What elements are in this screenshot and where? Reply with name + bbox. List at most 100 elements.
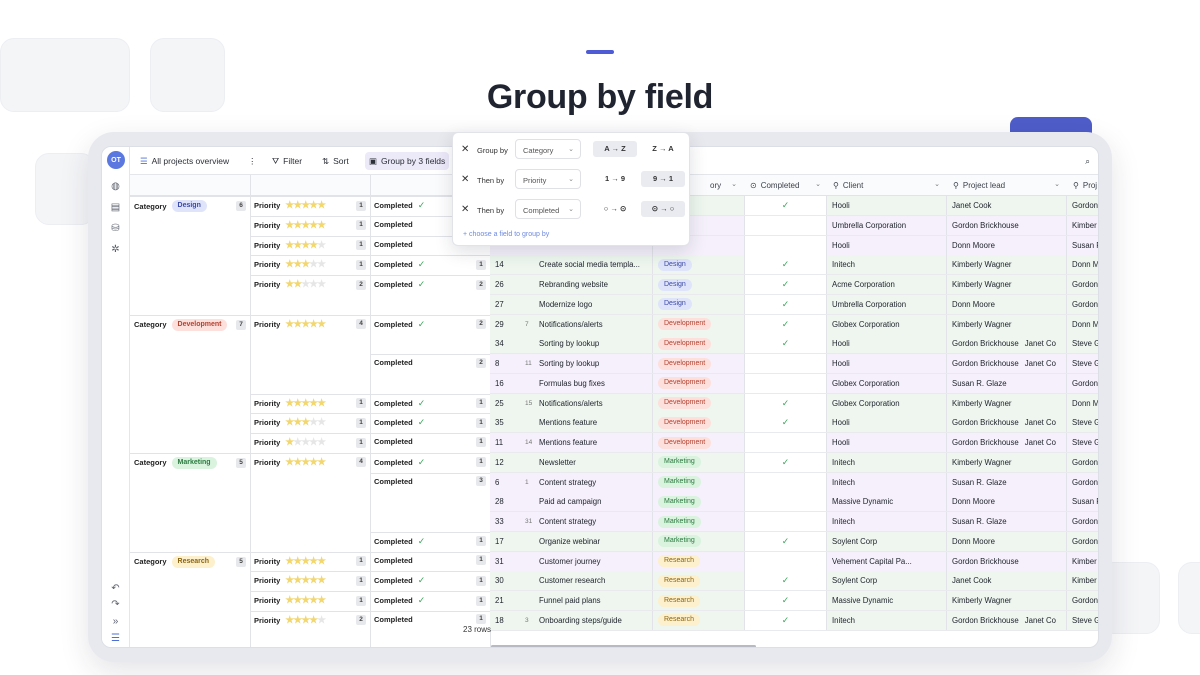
row-client[interactable]: Hooli [826,354,946,373]
more-button[interactable]: ⋮ [244,152,261,170]
row-category[interactable]: Design [652,255,742,275]
table-row[interactable]: 26 Rebranding website Design ✓ Acme Corporat… [490,275,1098,295]
completed-group[interactable]: Completed [374,220,486,229]
category-group[interactable]: Category Development 7 [134,318,246,331]
row-project[interactable]: Kimber [1066,551,1098,571]
row-completed[interactable]: ✓ [744,196,826,215]
row-project-lead[interactable]: Donn Moore [946,235,1066,255]
row-category[interactable]: Development [652,373,742,393]
row-name[interactable]: Sorting by lookup [539,339,600,349]
row-name[interactable]: Notifications/alerts [539,398,603,408]
horizontal-scrollbar[interactable] [491,645,756,647]
completed-group[interactable]: Completed [374,240,486,249]
view-selector[interactable]: ☰ All projects overview [136,152,233,170]
row-project-lead[interactable]: Gordon Brickhouse Janet Co [946,354,1066,373]
row-completed[interactable] [744,492,826,512]
row-completed[interactable]: ✓ [744,610,826,630]
sort-option-asc[interactable]: ○ → ⊙ [603,204,627,213]
row-completed[interactable]: ✓ [744,452,826,472]
row-project-lead[interactable]: Kimberly Wagner [946,255,1066,275]
completed-group[interactable]: Completed ✓ 1 [374,398,486,409]
row-client[interactable]: Globex Corporation [826,314,946,334]
row-client[interactable]: Hooli [826,413,946,433]
row-client[interactable]: Massive Dynamic [826,492,946,512]
completed-group[interactable]: Completed ✓ [374,200,486,211]
table-row[interactable]: 21 Funnel paid plans Research ✓ Massive Dyna… [490,591,1098,611]
row-project[interactable]: Gordon [1066,294,1098,314]
row-name[interactable]: Create social media templa... [539,260,640,270]
row-client[interactable]: Hooli [826,235,946,255]
row-project-lead[interactable]: Gordon Brickhouse Janet Co [946,610,1066,630]
row-client[interactable]: Soylent Corp [826,531,946,551]
row-project-lead[interactable]: Kimberly Wagner [946,275,1066,294]
table-row[interactable]: 25 15 Notifications/alerts Development ✓ Glob… [490,393,1098,414]
row-name[interactable]: Content strategy [539,517,597,526]
table-row[interactable]: 12 Newsletter Marketing ✓ Initech Kimberly Wa… [490,452,1098,473]
row-client[interactable]: Initech [826,472,946,492]
row-project[interactable]: Susan F [1066,492,1098,512]
row-project[interactable]: Gordon [1066,472,1098,492]
completed-group[interactable]: Completed ✓ 1 [374,457,486,468]
row-category[interactable]: Research [652,571,742,591]
row-completed[interactable] [744,551,826,571]
row-completed[interactable]: ✓ [744,591,826,610]
row-project-lead[interactable]: Janet Cook [946,571,1066,591]
row-project-lead[interactable]: Donn Moore [946,294,1066,314]
row-completed[interactable] [744,215,826,235]
row-category[interactable]: Research [652,610,742,630]
row-category[interactable]: Development [652,393,742,413]
avatar[interactable]: OT [107,151,125,169]
priority-group[interactable]: Priority ★★★★★ 1 [254,398,366,409]
settings-icon[interactable]: ✲ [111,244,120,255]
completed-group[interactable]: Completed ✓ 2 [374,279,486,290]
row-category[interactable]: Research [652,551,742,571]
completed-group[interactable]: Completed 1 [374,436,486,447]
table-row[interactable]: 29 7 Notifications/alerts Development ✓ Globe… [490,314,1098,335]
close-icon[interactable]: ✕ [461,174,470,185]
row-project[interactable]: Steve G [1066,413,1098,433]
row-client[interactable]: Globex Corporation [826,373,946,393]
row-name[interactable]: Rebranding website [539,280,608,289]
sort-option-asc[interactable]: A → Z [593,141,637,157]
row-completed[interactable]: ✓ [744,571,826,591]
table-row[interactable]: 28 Paid ad campaign Marketing Massive Dynam… [490,492,1098,513]
row-completed[interactable]: ✓ [744,255,826,275]
header-project[interactable]: ⚲ Proj [1067,175,1098,196]
row-name[interactable]: Newsletter [539,457,576,467]
row-project-lead[interactable]: Gordon Brickhouse Janet Co [946,413,1066,433]
priority-group[interactable]: Priority ★★★★★ 1 [254,200,366,211]
row-name[interactable]: Notifications/alerts [539,319,603,329]
row-project[interactable]: Gordon [1066,512,1098,531]
completed-group[interactable]: Completed 1 [374,614,486,625]
table-row[interactable]: 6 1 Content strategy Marketing Initech Susan … [490,472,1098,493]
row-client[interactable]: Initech [826,452,946,472]
category-group[interactable]: Category Design 6 [134,200,246,212]
priority-group[interactable]: Priority ★★★★★ 1 [254,417,366,428]
row-project-lead[interactable]: Donn Moore [946,531,1066,551]
row-project[interactable]: Steve G [1066,354,1098,373]
completed-group[interactable]: Completed 1 [374,555,486,565]
category-group[interactable]: Category Marketing 5 [134,456,246,469]
priority-group[interactable]: Priority ★★★★★ 4 [254,319,366,330]
group-field-select[interactable]: Priority ⌄ [515,169,581,189]
completed-group[interactable]: Completed ✓ 1 [374,536,486,547]
row-project-lead[interactable]: Gordon Brickhouse [946,215,1066,235]
list-view-icon[interactable]: ☰ [111,633,120,644]
row-name[interactable]: Mentions feature [539,418,598,428]
row-category[interactable]: Marketing [652,492,742,512]
search-button[interactable]: ⌕ [1081,152,1094,170]
row-completed[interactable] [744,354,826,373]
row-project-lead[interactable]: Gordon Brickhouse Janet Co [946,433,1066,452]
row-client[interactable]: Initech [826,610,946,630]
row-project[interactable]: Gordon [1066,275,1098,294]
priority-group[interactable]: Priority ★★★★★ 1 [254,259,366,270]
row-client[interactable]: Soylent Corp [826,571,946,591]
row-project-lead[interactable]: Kimberly Wagner [946,591,1066,610]
table-row[interactable]: 8 11 Sorting by lookup Development Hooli Gord… [490,354,1098,374]
category-group[interactable]: Category Research 5 [134,555,246,568]
completed-group[interactable]: Completed ✓ 2 [374,319,486,330]
group-field-select[interactable]: Completed ⌄ [515,199,581,219]
row-project[interactable]: Gordon [1066,531,1098,551]
row-category[interactable]: Development [652,314,742,334]
row-category[interactable]: Development [652,354,742,373]
